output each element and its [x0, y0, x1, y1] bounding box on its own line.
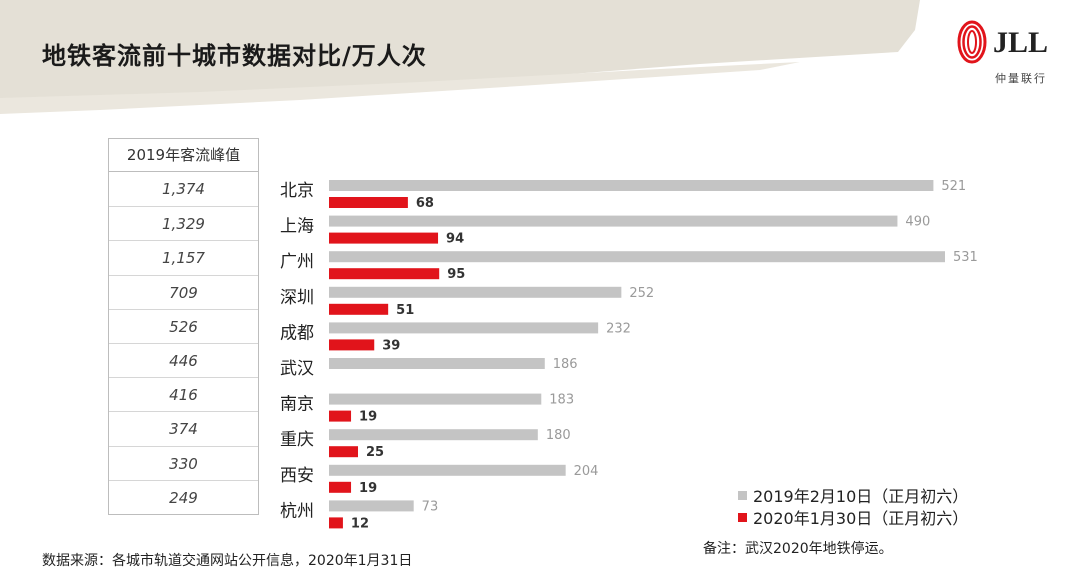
peak-table-cell: 1,157 — [109, 240, 258, 274]
legend-label-2019: 2019年2月10日（正月初六） — [753, 487, 969, 506]
data-label-2019: 180 — [546, 428, 571, 443]
bar-2019 — [329, 500, 414, 512]
category-label: 成都 — [280, 323, 314, 343]
bar-2020 — [329, 197, 408, 208]
category-label: 上海 — [280, 217, 314, 237]
logo-subtitle: 仲量联行 — [995, 72, 1047, 85]
data-label-2019: 204 — [574, 464, 599, 479]
peak-table-cell: 709 — [109, 274, 258, 309]
bar-2020 — [329, 517, 343, 529]
data-label-2019: 186 — [553, 357, 578, 372]
category-label: 深圳 — [280, 288, 314, 308]
bar-2020 — [329, 303, 389, 315]
data-label-2020: 39 — [382, 338, 400, 353]
bar-2020 — [329, 232, 439, 244]
data-label-2019: 490 — [905, 215, 930, 230]
data-label-2019: 252 — [629, 286, 654, 301]
bar-2019 — [329, 393, 542, 405]
bar-2019 — [329, 215, 898, 227]
brush-stroke-header-background — [0, 0, 920, 114]
category-label: 南京 — [280, 395, 314, 415]
logo-wordmark: JLL — [993, 26, 1049, 59]
data-label-2020: 51 — [396, 303, 414, 318]
peak-table-cell: 446 — [109, 342, 258, 377]
peak-table-cell: 249 — [109, 479, 258, 514]
data-label-2020: 94 — [446, 232, 464, 247]
peak-table-cell: 330 — [109, 445, 258, 480]
peak-table-cell: 374 — [109, 411, 258, 445]
legend-item-2020: 2020年1月30日（正月初六） — [738, 506, 968, 528]
bar-2019 — [329, 429, 538, 441]
legend-swatch-2019 — [738, 490, 747, 500]
peak-table-cell: 526 — [109, 308, 258, 343]
data-label-2020: 12 — [351, 516, 369, 531]
bar-2019 — [329, 464, 566, 476]
chart-note: 备注：武汉2020年地铁停运。 — [703, 541, 893, 557]
category-label: 广州 — [280, 252, 314, 272]
bar-2019 — [329, 358, 545, 369]
data-label-2019: 232 — [606, 321, 631, 336]
data-label-2019: 521 — [941, 179, 966, 194]
bar-2019 — [329, 322, 599, 334]
bar-2019 — [329, 251, 945, 263]
peak-table-cell: 416 — [109, 377, 258, 411]
chart-legend: 2019年2月10日（正月初六） 2020年1月30日（正月初六） — [738, 484, 968, 528]
jll-logo-icon — [957, 20, 987, 64]
bar-2019 — [329, 286, 622, 298]
peak-table-cell: 1,374 — [162, 180, 205, 198]
data-label-2020: 19 — [359, 410, 377, 425]
peak-table-cell: 1,329 — [109, 206, 258, 240]
data-label-2020: 95 — [447, 267, 465, 282]
legend-item-2019: 2019年2月10日（正月初六） — [738, 484, 968, 506]
bar-2020 — [329, 410, 352, 422]
category-label: 北京 — [280, 181, 314, 201]
bar-2020 — [329, 481, 352, 493]
legend-swatch-2020 — [738, 512, 747, 522]
category-label: 重庆 — [280, 430, 314, 450]
peak-table-body: 1,374 1,329 1,157 709 526 446 416 374 330 249 — [109, 172, 258, 514]
bar-2019 — [329, 180, 934, 191]
data-label-2020: 68 — [416, 196, 434, 211]
data-label-2019: 183 — [549, 393, 574, 408]
category-label: 杭州 — [280, 501, 314, 521]
bar-2020 — [329, 339, 375, 351]
data-label-2019: 73 — [422, 499, 439, 514]
page-title: 地铁客流前十城市数据对比/万人次 — [42, 42, 427, 70]
legend-label-2020: 2020年1月30日（正月初六） — [753, 509, 969, 528]
category-label: 武汉 — [280, 359, 314, 379]
bar-2020 — [329, 268, 440, 280]
data-label-2020: 19 — [359, 481, 377, 496]
bar-2020 — [329, 446, 359, 458]
data-source: 数据来源：各城市轨道交通网站公开信息，2020年1月31日 — [42, 553, 413, 569]
peak-flow-table: 2019年客流峰值 1,374 1,329 1,157 709 526 446 416 374… — [108, 138, 259, 515]
category-label: 西安 — [280, 466, 314, 486]
data-label-2020: 25 — [366, 445, 384, 460]
peak-table-header: 2019年客流峰值 — [109, 139, 258, 172]
data-label-2019: 531 — [953, 250, 978, 265]
